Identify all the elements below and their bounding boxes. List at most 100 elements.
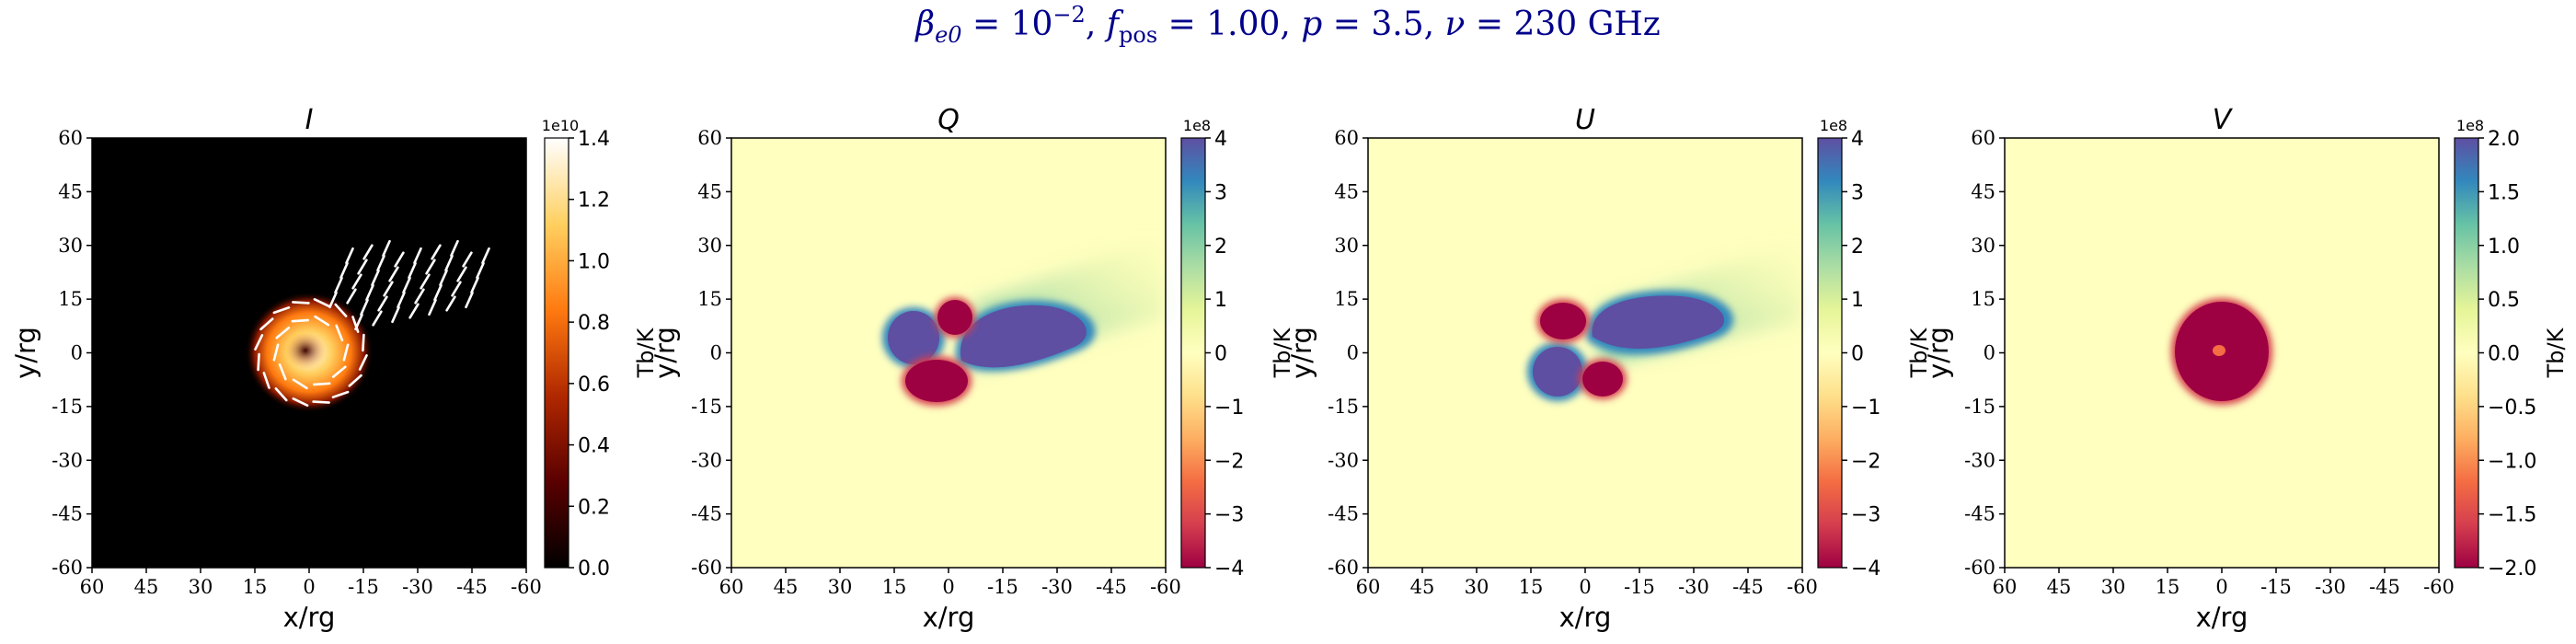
x-tick-label-I: 45 — [134, 576, 159, 598]
colorbar-tick-label-V: 0.5 — [2488, 289, 2520, 312]
polarization-tick — [334, 303, 348, 317]
colorbar-tick-label-Q: 0 — [1214, 343, 1227, 366]
colorbar-tick-label-Q: 4 — [1214, 128, 1227, 151]
colorbar-tick-label-I: 0.0 — [578, 558, 610, 581]
colorbar-tick-label-V: 0.0 — [2488, 343, 2520, 366]
y-tick-label-V: 45 — [1971, 180, 1995, 202]
polarization-tick — [365, 283, 374, 302]
x-tick-label-V: -30 — [2315, 576, 2346, 598]
colorbar-label-Q: Tb/K — [1270, 327, 1295, 378]
y-tick-label-Q: 45 — [697, 180, 722, 202]
colorbar-label-V: Tb/K — [2543, 327, 2569, 378]
polarization-tick — [408, 303, 420, 319]
polarization-tick — [292, 378, 308, 390]
y-axis-label-V: y/rg — [1923, 327, 1954, 379]
polarization-tick — [358, 353, 368, 371]
polarization-tick — [351, 316, 360, 333]
polarization-tick — [254, 334, 264, 351]
colorbar-tick-label-U: 2 — [1851, 236, 1864, 259]
polarization-tick — [292, 301, 310, 305]
colorbar-tick-label-I: 1.2 — [578, 190, 610, 213]
x-tick-label-U: -60 — [1787, 576, 1818, 598]
colorbar-tick-label-U: −3 — [1851, 504, 1880, 527]
x-tick-label-V: 60 — [1993, 576, 2018, 598]
colorbar-Q-ramp — [1180, 137, 1206, 569]
polarization-ticks — [254, 239, 490, 408]
y-tick-label-I: 30 — [58, 235, 83, 257]
polarization-tick — [292, 397, 309, 408]
polarization-tick — [371, 269, 380, 287]
polarization-tick — [462, 251, 473, 268]
polarization-tick — [278, 362, 287, 381]
y-tick-label-U: -45 — [1328, 503, 1359, 525]
polarization-tick — [272, 305, 291, 315]
polarization-tick — [465, 291, 474, 309]
x-axis-label-Q: x/rg — [923, 602, 975, 633]
emission-core-I — [285, 332, 326, 369]
colorbar-tick-label-Q: −3 — [1214, 504, 1244, 527]
plot-area-I — [92, 138, 526, 568]
x-tick-label-Q: -15 — [987, 576, 1018, 598]
y-tick-label-U: -30 — [1328, 449, 1359, 471]
polarization-tick — [312, 382, 331, 386]
polarization-tick — [328, 291, 338, 309]
polarization-tick — [476, 261, 485, 280]
y-axis-label-I: y/rg — [10, 327, 41, 379]
polarization-tick — [431, 244, 442, 260]
x-tick-label-V: -15 — [2260, 576, 2292, 598]
y-tick-label-V: 30 — [1971, 235, 1995, 257]
y-tick-label-Q: -60 — [691, 557, 722, 579]
colorbar-U — [1817, 137, 1843, 569]
y-tick-label-U: -60 — [1328, 557, 1359, 579]
polarization-tick — [382, 239, 391, 258]
y-tick-label-U: 60 — [1334, 127, 1359, 149]
y-tick-label-Q: -15 — [691, 396, 722, 418]
x-axis-label-V: x/rg — [2196, 602, 2248, 633]
x-tick-label-U: 15 — [1519, 576, 1544, 598]
polarization-tick — [339, 261, 349, 280]
x-tick-label-Q: -30 — [1041, 576, 1073, 598]
plot-area-V — [2005, 138, 2439, 568]
y-tick-label-U: 15 — [1334, 288, 1359, 310]
polarization-tick — [456, 266, 467, 282]
polarization-tick — [334, 276, 343, 294]
y-tick-label-U: 0 — [1347, 342, 1359, 364]
polarization-tick — [259, 317, 274, 331]
x-tick-label-U: -45 — [1732, 576, 1764, 598]
lobe-left-U — [1527, 342, 1588, 401]
x-axis-label-U: x/rg — [1559, 602, 1612, 633]
polarization-tick — [481, 247, 490, 265]
x-tick-label-I: 0 — [303, 576, 315, 598]
polarization-tick — [397, 291, 406, 309]
colorbar-tick-label-I: 0.6 — [578, 374, 610, 397]
colorbar-tick-label-U: 4 — [1851, 128, 1864, 151]
x-tick-label-I: 30 — [189, 576, 213, 598]
x-tick-label-U: -30 — [1678, 576, 1709, 598]
colorbar-tick-label-Q: −2 — [1214, 450, 1244, 473]
x-tick-label-Q: 30 — [828, 576, 853, 598]
polarization-tick — [331, 390, 350, 399]
panel-I — [92, 137, 569, 569]
y-axis-label-Q: y/rg — [650, 327, 681, 379]
polarization-tick — [444, 254, 454, 272]
polarization-tick — [402, 276, 411, 294]
y-tick-label-Q: 15 — [697, 288, 722, 310]
colorbar-tick-label-Q: 3 — [1214, 181, 1227, 204]
y-tick-label-U: -15 — [1328, 396, 1359, 418]
x-tick-label-I: 15 — [243, 576, 268, 598]
colorbar-tick-label-V: −2.0 — [2488, 558, 2536, 581]
y-tick-label-U: 30 — [1334, 235, 1359, 257]
colorbar-tick-label-V: −1.5 — [2488, 504, 2536, 527]
x-tick-label-V: 30 — [2101, 576, 2126, 598]
x-tick-label-V: -60 — [2423, 576, 2455, 598]
y-tick-label-I: -60 — [52, 557, 83, 579]
y-tick-label-I: -45 — [52, 503, 83, 525]
lobe-left-Q — [882, 307, 945, 368]
colorbar-scale-Q: 1e8 — [1183, 117, 1211, 134]
colorbar-tick-label-I: 0.4 — [578, 435, 610, 458]
polarization-tick — [354, 313, 363, 331]
colorbar-V — [2454, 137, 2479, 569]
x-tick-label-Q: 60 — [719, 576, 744, 598]
polarization-tick — [377, 295, 388, 312]
polarization-tick — [420, 273, 431, 290]
